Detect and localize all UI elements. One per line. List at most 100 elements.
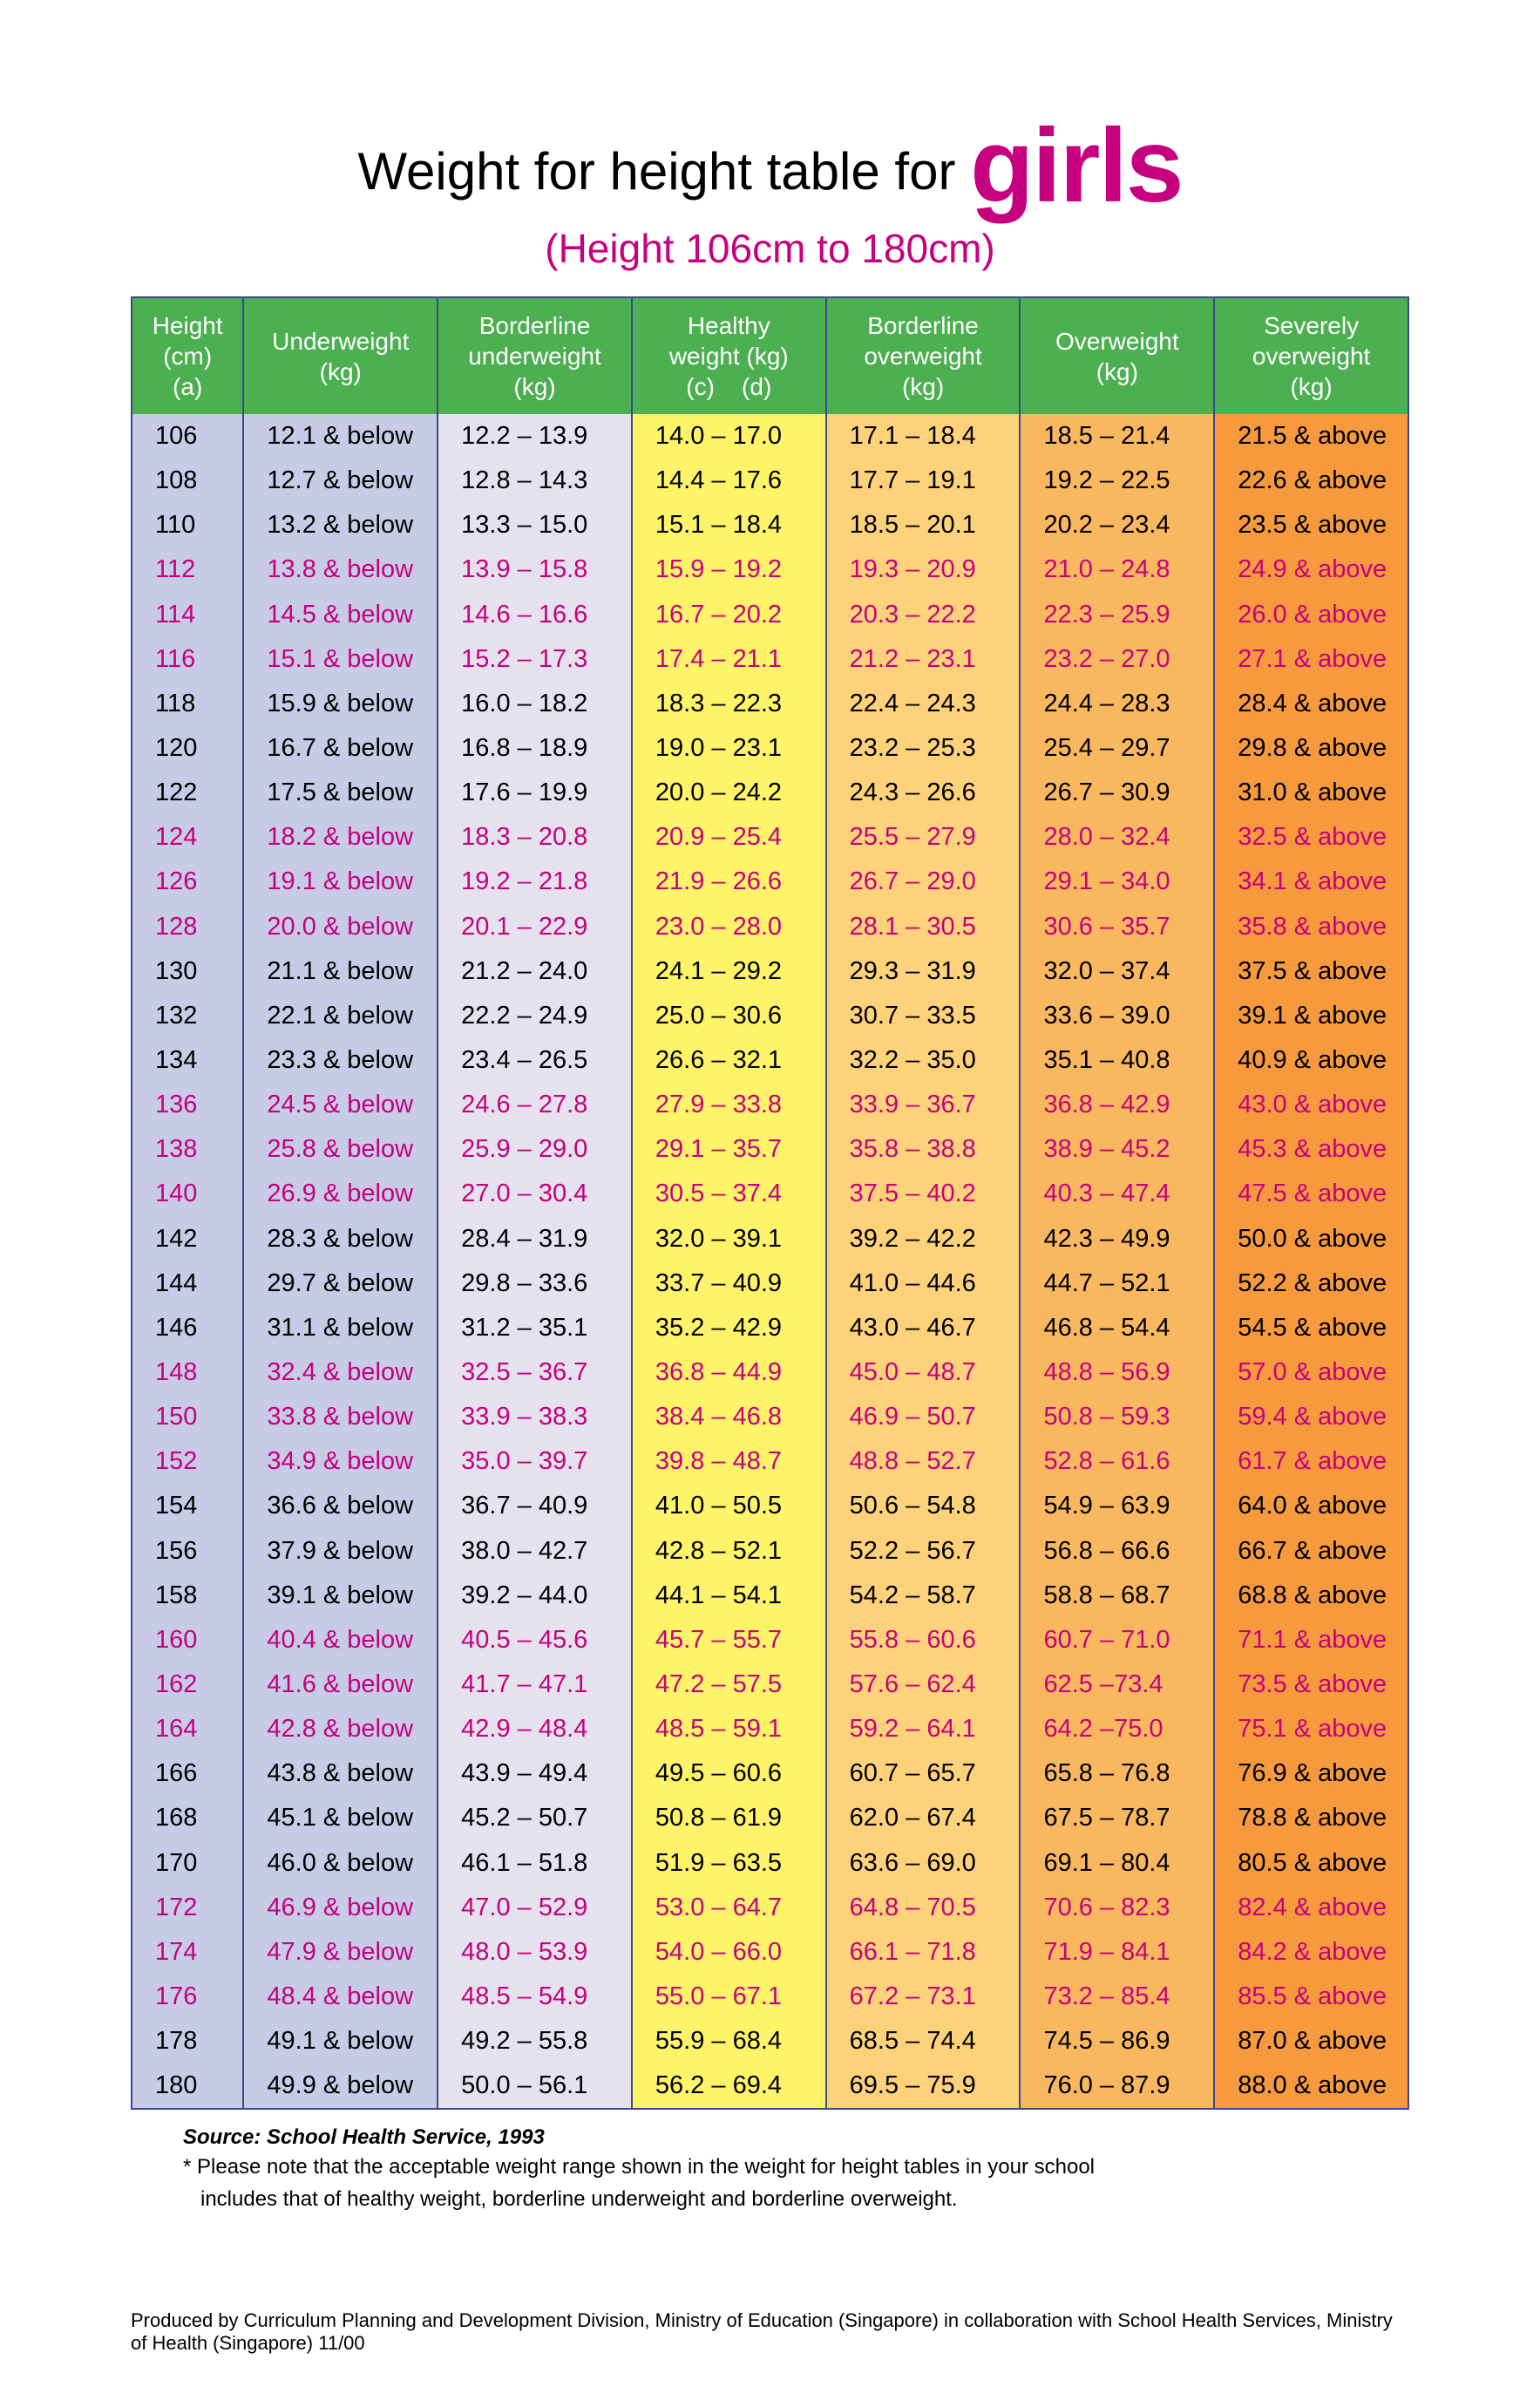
cell-border_over: 67.2 – 73.1 <box>826 1975 1021 2019</box>
cell-over: 48.8 – 56.9 <box>1020 1350 1214 1395</box>
cell-border_over: 35.8 – 38.8 <box>826 1127 1021 1172</box>
cell-under: 17.5 & below <box>243 771 438 815</box>
table-row: 11815.9 & below16.0 – 18.218.3 – 22.322.… <box>132 682 1408 726</box>
cell-over: 33.6 – 39.0 <box>1020 994 1214 1038</box>
table-row: 17648.4 & below48.5 – 54.955.0 – 67.167.… <box>132 1975 1408 2019</box>
cell-border_over: 19.3 – 20.9 <box>826 547 1021 592</box>
cell-height: 120 <box>132 726 243 771</box>
table-row: 17246.9 & below47.0 – 52.953.0 – 64.764.… <box>132 1886 1408 1930</box>
cell-under: 41.6 & below <box>243 1662 438 1707</box>
cell-over: 19.2 – 22.5 <box>1020 459 1214 503</box>
cell-under: 29.7 & below <box>243 1261 438 1306</box>
cell-over: 69.1 – 80.4 <box>1020 1841 1214 1886</box>
cell-border_over: 52.2 – 56.7 <box>826 1529 1021 1574</box>
cell-height: 128 <box>132 905 243 949</box>
cell-over: 65.8 – 76.8 <box>1020 1751 1214 1796</box>
cell-severe: 87.0 & above <box>1214 2019 1408 2064</box>
cell-height: 114 <box>132 593 243 637</box>
page: Weight for height table for girls (Heigh… <box>0 0 1540 2407</box>
cell-over: 36.8 – 42.9 <box>1020 1083 1214 1127</box>
cell-under: 20.0 & below <box>243 905 438 949</box>
cell-severe: 21.5 & above <box>1214 414 1408 459</box>
cell-healthy: 15.9 – 19.2 <box>632 547 826 592</box>
cell-height: 112 <box>132 547 243 592</box>
cell-severe: 54.5 & above <box>1214 1306 1408 1350</box>
cell-border_under: 45.2 – 50.7 <box>438 1796 632 1840</box>
cell-border_over: 17.7 – 19.1 <box>826 459 1021 503</box>
cell-severe: 71.1 & above <box>1214 1618 1408 1662</box>
cell-healthy: 44.1 – 54.1 <box>632 1574 826 1618</box>
cell-border_over: 46.9 – 50.7 <box>826 1395 1021 1439</box>
cell-severe: 28.4 & above <box>1214 682 1408 726</box>
cell-border_over: 41.0 – 44.6 <box>826 1261 1021 1306</box>
cell-under: 37.9 & below <box>243 1529 438 1574</box>
cell-severe: 31.0 & above <box>1214 771 1408 815</box>
cell-border_over: 48.8 – 52.7 <box>826 1439 1021 1484</box>
cell-healthy: 54.0 – 66.0 <box>632 1930 826 1975</box>
cell-height: 162 <box>132 1662 243 1707</box>
cell-over: 42.3 – 49.9 <box>1020 1217 1214 1261</box>
cell-border_under: 20.1 – 22.9 <box>438 905 632 949</box>
column-header-under: Underweight(kg) <box>243 297 438 414</box>
cell-height: 138 <box>132 1127 243 1172</box>
cell-border_over: 23.2 – 25.3 <box>826 726 1021 771</box>
cell-healthy: 47.2 – 57.5 <box>632 1662 826 1707</box>
cell-border_over: 33.9 – 36.7 <box>826 1083 1021 1127</box>
cell-border_over: 45.0 – 48.7 <box>826 1350 1021 1395</box>
cell-severe: 39.1 & above <box>1214 994 1408 1038</box>
cell-border_over: 21.2 – 23.1 <box>826 637 1021 682</box>
cell-under: 25.8 & below <box>243 1127 438 1172</box>
cell-healthy: 49.5 – 60.6 <box>632 1751 826 1796</box>
cell-over: 56.8 – 66.6 <box>1020 1529 1214 1574</box>
cell-under: 19.1 & below <box>243 860 438 904</box>
cell-healthy: 41.0 – 50.5 <box>632 1484 826 1528</box>
cell-healthy: 20.9 – 25.4 <box>632 815 826 860</box>
cell-height: 126 <box>132 860 243 904</box>
cell-border_under: 49.2 – 55.8 <box>438 2019 632 2064</box>
table-row: 13222.1 & below22.2 – 24.925.0 – 30.630.… <box>132 994 1408 1038</box>
cell-under: 32.4 & below <box>243 1350 438 1395</box>
table-row: 15436.6 & below36.7 – 40.941.0 – 50.550.… <box>132 1484 1408 1528</box>
cell-border_over: 64.8 – 70.5 <box>826 1886 1021 1930</box>
cell-under: 40.4 & below <box>243 1618 438 1662</box>
cell-border_under: 12.2 – 13.9 <box>438 414 632 459</box>
cell-height: 110 <box>132 503 243 547</box>
cell-border_under: 40.5 – 45.6 <box>438 1618 632 1662</box>
cell-border_over: 30.7 – 33.5 <box>826 994 1021 1038</box>
cell-over: 73.2 – 85.4 <box>1020 1975 1214 2019</box>
cell-border_over: 26.7 – 29.0 <box>826 860 1021 904</box>
cell-border_over: 62.0 – 67.4 <box>826 1796 1021 1840</box>
cell-border_over: 68.5 – 74.4 <box>826 2019 1021 2064</box>
cell-over: 23.2 – 27.0 <box>1020 637 1214 682</box>
cell-healthy: 16.7 – 20.2 <box>632 593 826 637</box>
cell-border_over: 55.8 – 60.6 <box>826 1618 1021 1662</box>
table-row: 15637.9 & below38.0 – 42.742.8 – 52.152.… <box>132 1529 1408 1574</box>
cell-border_over: 57.6 – 62.4 <box>826 1662 1021 1707</box>
table-row: 14631.1 & below31.2 – 35.135.2 – 42.943.… <box>132 1306 1408 1350</box>
cell-severe: 43.0 & above <box>1214 1083 1408 1127</box>
cell-under: 18.2 & below <box>243 815 438 860</box>
cell-over: 60.7 – 71.0 <box>1020 1618 1214 1662</box>
table-row: 13825.8 & below25.9 – 29.029.1 – 35.735.… <box>132 1127 1408 1172</box>
cell-healthy: 19.0 – 23.1 <box>632 726 826 771</box>
cell-under: 14.5 & below <box>243 593 438 637</box>
cell-under: 47.9 & below <box>243 1930 438 1975</box>
cell-under: 43.8 & below <box>243 1751 438 1796</box>
cell-severe: 24.9 & above <box>1214 547 1408 592</box>
cell-severe: 27.1 & above <box>1214 637 1408 682</box>
cell-healthy: 25.0 – 30.6 <box>632 994 826 1038</box>
cell-under: 15.1 & below <box>243 637 438 682</box>
table-row: 16845.1 & below45.2 – 50.750.8 – 61.962.… <box>132 1796 1408 1840</box>
cell-under: 31.1 & below <box>243 1306 438 1350</box>
cell-severe: 76.9 & above <box>1214 1751 1408 1796</box>
column-header-healthy: Healthyweight (kg)(c) (d) <box>632 297 826 414</box>
cell-severe: 59.4 & above <box>1214 1395 1408 1439</box>
cell-healthy: 38.4 – 46.8 <box>632 1395 826 1439</box>
cell-border_under: 16.8 – 18.9 <box>438 726 632 771</box>
footnote-line-2: includes that of healthy weight, borderl… <box>183 2186 1409 2213</box>
cell-border_over: 25.5 – 27.9 <box>826 815 1021 860</box>
cell-height: 166 <box>132 1751 243 1796</box>
page-subtitle: (Height 106cm to 180cm) <box>131 225 1409 272</box>
cell-severe: 78.8 & above <box>1214 1796 1408 1840</box>
cell-border_over: 60.7 – 65.7 <box>826 1751 1021 1796</box>
